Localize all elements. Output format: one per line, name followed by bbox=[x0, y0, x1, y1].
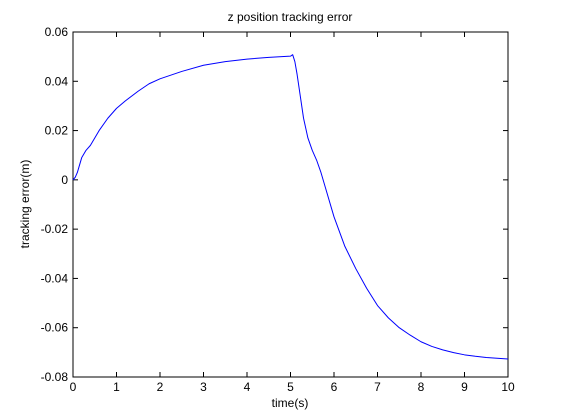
x-axis-label: time(s) bbox=[272, 396, 309, 410]
x-tick-label: 0 bbox=[70, 380, 77, 394]
y-axis-label: tracking error(m) bbox=[18, 160, 32, 249]
x-tick-label: 2 bbox=[157, 380, 164, 394]
x-tick-labels: 0 1 2 3 4 5 6 7 8 9 10 bbox=[70, 380, 515, 394]
x-tick-label: 10 bbox=[501, 380, 515, 394]
y-tick-label: 0 bbox=[61, 173, 68, 187]
y-tick-label: -0.08 bbox=[41, 370, 69, 384]
y-tick-label: -0.02 bbox=[41, 222, 69, 236]
x-tick-label: 9 bbox=[461, 380, 468, 394]
y-tick-label: -0.06 bbox=[41, 321, 69, 335]
x-tick-label: 1 bbox=[113, 380, 120, 394]
y-tick-label: 0.04 bbox=[45, 74, 69, 88]
y-tick-label: 0.02 bbox=[45, 124, 69, 138]
y-tick-label: -0.04 bbox=[41, 271, 69, 285]
tick-marks bbox=[72, 31, 509, 378]
x-tick-label: 6 bbox=[331, 380, 338, 394]
y-tick-labels: -0.08 -0.06 -0.04 -0.02 0 0.02 0.04 0.06 bbox=[41, 25, 69, 384]
series-layer bbox=[72, 54, 509, 360]
x-tick-label: 3 bbox=[200, 380, 207, 394]
x-tick-label: 5 bbox=[287, 380, 294, 394]
x-tick-label: 7 bbox=[374, 380, 381, 394]
y-tick-label: 0.06 bbox=[45, 25, 69, 39]
x-tick-label: 8 bbox=[418, 380, 425, 394]
plot-area bbox=[72, 31, 509, 378]
series-line bbox=[72, 54, 509, 360]
chart-title: z position tracking error bbox=[228, 10, 353, 24]
x-tick-label: 4 bbox=[244, 380, 251, 394]
